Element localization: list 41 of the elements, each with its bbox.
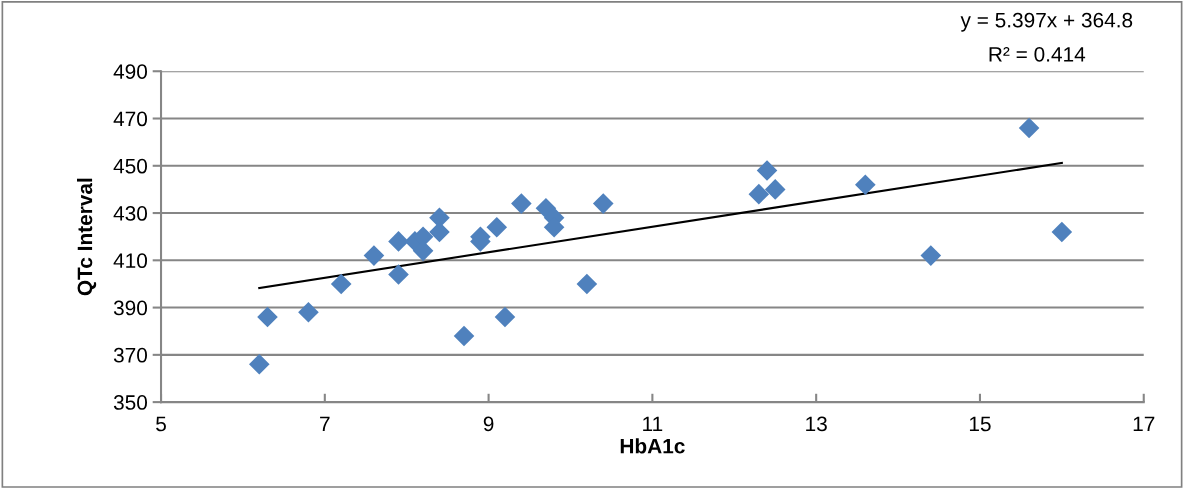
x-tick-label: 7 [320,416,330,432]
point [257,306,278,328]
point [494,306,516,328]
y-tick-label: 490 [113,64,148,79]
point [592,193,614,214]
point [576,273,598,295]
x-tick-label: 5 [156,416,166,432]
y-tick-label: 430 [113,206,148,221]
point [756,160,778,181]
point [249,354,270,375]
y-tick-label: 350 [113,395,148,410]
point [330,273,352,295]
point [1018,117,1040,139]
x-axis-title: HbA1c [620,438,685,454]
y-tick-label: 470 [113,111,148,127]
text: R² = 0.414 [989,46,1086,62]
point [486,216,508,238]
point [764,179,786,200]
point [388,264,409,285]
x-tick-label: 11 [643,416,663,432]
point [298,302,319,323]
y-tick-label: 410 [113,253,148,269]
y-tick-label: 370 [113,347,148,363]
point [429,221,450,243]
x-tick-label: 17 [1133,416,1155,432]
point [412,240,434,262]
point [388,231,409,252]
point [920,245,942,266]
point [511,193,532,214]
point [748,183,770,205]
y-axis-title: QTc Interval [76,178,97,296]
y-tick-label: 390 [113,300,148,316]
x-tick-label: 15 [969,416,991,432]
point [453,325,475,347]
x-tick-label: 9 [483,416,494,432]
text: y = 5.397x + 364.8 [960,12,1133,32]
point [855,174,876,195]
x-tick-label: 13 [806,416,827,432]
point [1051,221,1073,243]
y-tick-label: 450 [113,158,148,174]
point [363,245,385,266]
